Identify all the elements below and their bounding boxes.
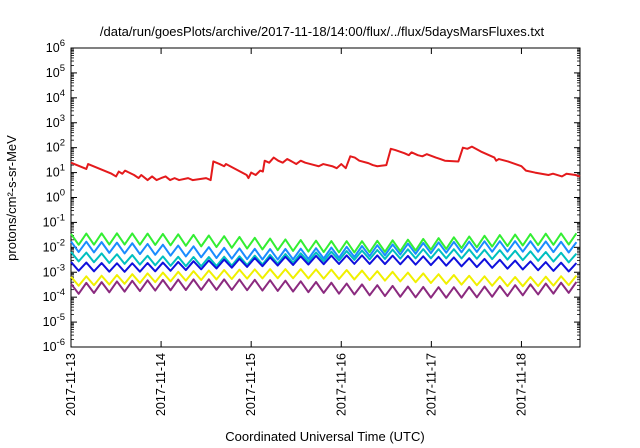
series-line-4 xyxy=(70,254,578,273)
y-tick-label: 106 xyxy=(46,38,65,55)
x-tick-label: 2017-11-14 xyxy=(154,353,168,416)
x-tick-label: 2017-11-18 xyxy=(514,353,528,416)
y-tick-label: 100 xyxy=(46,188,65,205)
y-tick-label: 10-1 xyxy=(43,212,65,229)
series-line-3 xyxy=(70,248,578,268)
x-tick-label: 2017-11-13 xyxy=(64,353,78,416)
plot-frame xyxy=(70,47,581,348)
y-tick-label: 10-2 xyxy=(43,237,65,254)
y-axis: 10-6 10-5 10-4 10-3 10-2 10-1 100 101 102 103 104 1… xyxy=(43,38,580,354)
series-line-6 xyxy=(70,278,578,299)
x-tick-label: 2017-11-15 xyxy=(244,353,258,416)
y-tick-label: 10-4 xyxy=(43,287,65,304)
series-line-2 xyxy=(70,240,578,261)
series-line-1 xyxy=(70,232,578,254)
y-tick-label: 105 xyxy=(46,63,65,80)
x-axis: 2017-11-13 2017-11-14 2017-11-15 2017-11-16… xyxy=(64,48,528,416)
y-axis-label: protons/cm²-s-sr-MeV xyxy=(4,135,19,261)
x-tick-label: 2017-11-16 xyxy=(334,353,348,416)
y-tick-label: 10-3 xyxy=(43,262,65,279)
x-axis-label: Coordinated Universal Time (UTC) xyxy=(225,429,424,444)
y-tick-label: 102 xyxy=(46,138,65,155)
y-tick-label: 10-5 xyxy=(43,312,65,329)
chart-title: /data/run/goesPlots/archive/2017-11-18/1… xyxy=(100,24,545,39)
series-line-5 xyxy=(70,268,578,288)
series-line-0 xyxy=(70,145,581,182)
x-tick-label: 2017-11-17 xyxy=(424,353,438,416)
series-group xyxy=(70,145,581,299)
y-tick-label: 104 xyxy=(46,88,65,105)
y-tick-label: 10-6 xyxy=(43,337,65,354)
y-tick-label: 101 xyxy=(46,163,65,180)
y-tick-label: 103 xyxy=(46,113,65,130)
